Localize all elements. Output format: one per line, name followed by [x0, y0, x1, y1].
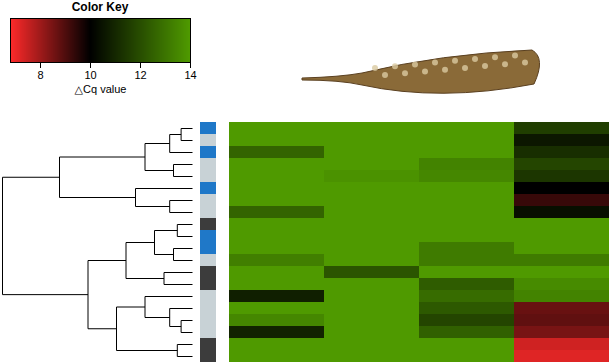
html-text:Color Key: Color Key — [71, 0, 129, 14]
svg-text:8: 8 — [37, 69, 43, 81]
svg-text:14: 14 — [184, 69, 196, 81]
svg-text:10: 10 — [84, 69, 96, 81]
svg-text:△Cq value: △Cq value — [75, 83, 127, 95]
svg-text:12: 12 — [134, 69, 146, 81]
